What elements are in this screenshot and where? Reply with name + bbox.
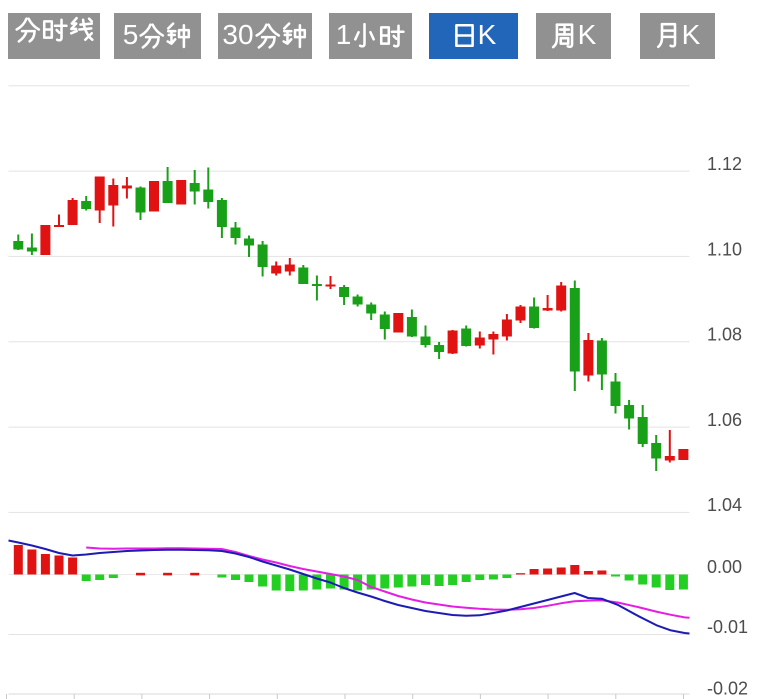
svg-text:0.00: 0.00 (707, 557, 742, 577)
svg-text:-0.02: -0.02 (707, 679, 748, 699)
svg-text:-0.01: -0.01 (707, 617, 748, 637)
svg-text:1.12: 1.12 (707, 154, 742, 174)
svg-text:1.08: 1.08 (707, 325, 742, 345)
svg-text:1.04: 1.04 (707, 495, 742, 515)
svg-text:1.06: 1.06 (707, 410, 742, 430)
svg-text:1.10: 1.10 (707, 239, 742, 259)
